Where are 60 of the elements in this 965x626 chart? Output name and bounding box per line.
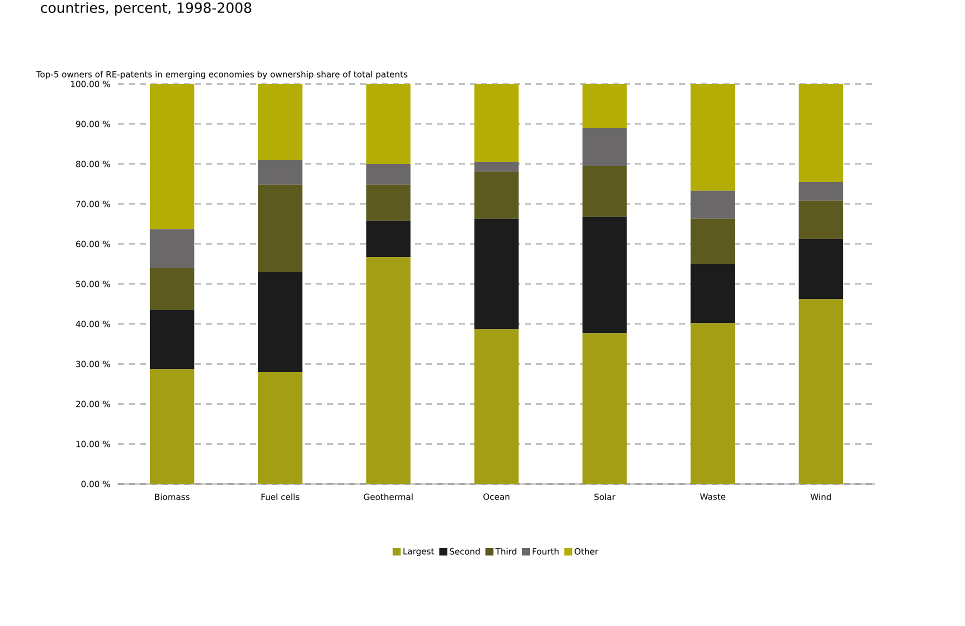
y-tick-label: 50.00 % — [76, 280, 110, 288]
y-tick-label: 100.00 % — [71, 80, 110, 88]
x-tick-label: Solar — [594, 494, 616, 500]
bar — [150, 229, 194, 268]
bar — [258, 272, 302, 372]
bar — [258, 160, 302, 185]
chart-title: Top-5 owners of RE-patents in emerging economies by ownership share of total patents — [36, 70, 408, 80]
bar — [366, 84, 411, 164]
y-tick-label: 70.00 % — [76, 200, 110, 208]
bar — [798, 200, 844, 239]
bar — [258, 372, 302, 484]
bar — [582, 333, 627, 484]
x-tick-label: Ocean — [483, 494, 510, 500]
bar — [690, 323, 735, 484]
bar — [366, 257, 411, 484]
bar — [474, 84, 519, 162]
bar — [366, 220, 411, 258]
bar — [366, 164, 411, 185]
bar — [474, 329, 519, 484]
x-tick-label: Wind — [810, 494, 831, 500]
bar — [474, 218, 519, 330]
x-tick-label: Geothermal — [364, 494, 413, 500]
legend-label: Third — [495, 548, 516, 555]
bar — [582, 84, 627, 128]
bar — [690, 190, 735, 219]
bar — [258, 84, 302, 160]
bar — [150, 268, 194, 310]
bar — [798, 238, 844, 300]
bar — [150, 310, 194, 370]
bar — [474, 172, 519, 219]
y-tick-label: 90.00 % — [76, 120, 110, 128]
x-tick-label: Fuel cells — [262, 494, 300, 500]
bar — [150, 369, 194, 484]
y-tick-label: 10.00 % — [76, 440, 110, 448]
bar — [798, 182, 844, 201]
text: countries, percent, 1998-2008 — [40, 2, 252, 16]
y-tick-label: 80.00 % — [76, 160, 110, 168]
bar — [798, 299, 844, 484]
y-tick-label: 60.00 % — [76, 240, 110, 248]
legend-label: Largest — [404, 548, 434, 556]
legend-label: Fourth — [532, 548, 559, 555]
bar — [690, 218, 735, 264]
bar — [474, 162, 519, 172]
bar — [258, 184, 302, 272]
bar — [582, 166, 627, 217]
bar — [150, 84, 194, 230]
x-tick-label: Biomass — [155, 494, 190, 500]
bar — [798, 84, 844, 182]
legend-label: Other — [574, 548, 598, 555]
y-tick-label: 30.00 % — [76, 360, 110, 368]
bar — [582, 128, 627, 166]
x-tick-label: Waste — [700, 494, 726, 500]
bar — [366, 184, 411, 221]
bar — [690, 264, 735, 324]
y-tick-label: 20.00 % — [76, 400, 110, 408]
y-tick-label: 40.00 % — [76, 320, 110, 328]
bar — [690, 84, 735, 191]
legend-label: Second — [450, 548, 480, 555]
bar — [582, 216, 627, 334]
y-tick-label: 0.00 % — [81, 480, 110, 488]
